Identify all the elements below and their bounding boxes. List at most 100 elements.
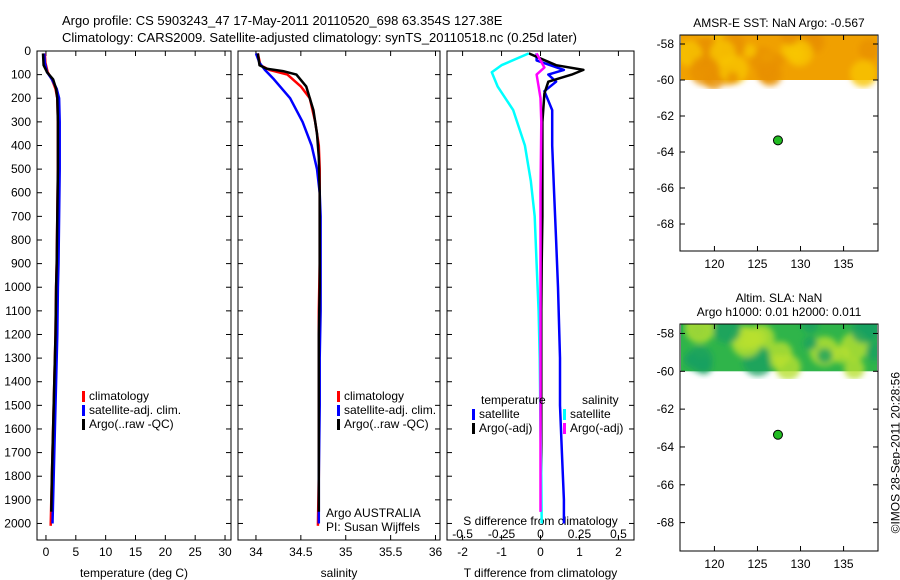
map-x-tick-label: 130 (791, 257, 811, 271)
top-tick-label: -0.25 (488, 527, 516, 541)
map-band-blob (850, 324, 877, 344)
map-x-tick-label: 120 (704, 557, 724, 571)
x-tick-label: 30 (218, 545, 232, 559)
y-tick-label: 1800 (4, 469, 31, 483)
map-y-tick-label: -62 (657, 109, 675, 123)
map-band-blob (709, 39, 736, 66)
legend-swatch (472, 409, 475, 420)
y-tick-label: 1700 (4, 446, 31, 460)
map-y-tick-label: -58 (657, 37, 675, 51)
float-position-marker (772, 429, 783, 440)
map-y-tick-label: -58 (657, 326, 675, 340)
x-tick-label: 5 (72, 545, 79, 559)
sst_map-panel: AMSR-E SST: NaN Argo: -0.567 120 125 130 135… (657, 16, 879, 271)
map-band-blob (780, 35, 800, 46)
legend-label: climatology (89, 389, 149, 403)
x-tick-label: -1 (496, 545, 507, 559)
y-tick-label: 1100 (5, 304, 31, 318)
series-line-salinity-argo-adj- (535, 52, 546, 512)
legend-label: Argo(-adj) (570, 421, 623, 435)
legend-group-title: salinity (582, 393, 619, 407)
y-tick-label: 800 (11, 233, 31, 247)
map-band-blob (683, 352, 698, 368)
x-axis-label: T difference from climatology (464, 566, 618, 580)
y-tick-label: 700 (11, 209, 31, 223)
x-tick-label: 34.5 (289, 545, 313, 559)
map-band-blob (789, 47, 803, 62)
salinity_profile-panel: 34 34.5 35 35.5 36 salinity climatologysatelli… (237, 50, 443, 580)
legend-label: climatology (344, 389, 404, 403)
x-tick-label: 2 (615, 545, 622, 559)
difference_profile-panel: -2 -1 0 1 2 T difference from climatology -0.5… (446, 50, 635, 580)
map-data-band (681, 35, 877, 89)
x-tick-label: 10 (99, 545, 113, 559)
map-band-blob (742, 43, 757, 58)
map-data-band (681, 324, 877, 379)
map-band-blob (689, 55, 720, 86)
y-tick-label: 2000 (4, 516, 31, 530)
header-line-2: Climatology: CARS2009. Satellite-adjuste… (62, 30, 577, 45)
y-tick-label: 400 (11, 138, 31, 152)
map-band-blob (684, 324, 716, 344)
y-tick-label: 1300 (4, 351, 31, 365)
x-tick-label: 35.5 (379, 545, 403, 559)
map-x-tick-label: 125 (747, 257, 767, 271)
x-tick-label: 0 (43, 545, 50, 559)
x-tick-label: -2 (457, 545, 468, 559)
map-band-blob (713, 324, 741, 344)
map-y-tick-label: -60 (657, 73, 675, 87)
legend-swatch (563, 423, 566, 434)
series-line-argo-raw-qc- (256, 53, 321, 512)
legend-swatch (563, 409, 566, 420)
map-title: Altim. SLA: NaN (736, 291, 823, 305)
series-line-argo-raw-qc- (41, 53, 60, 512)
map-band-blob (770, 354, 786, 370)
map-band-blob (758, 62, 783, 87)
legend-label: satellite (479, 407, 520, 421)
legend-swatch (82, 391, 85, 402)
legend-swatch (472, 423, 475, 434)
map-x-tick-label: 125 (747, 557, 767, 571)
x-tick-label: 36 (429, 545, 443, 559)
annotation-text: Argo AUSTRALIA (326, 506, 421, 520)
legend-label: Argo(..raw -QC) (344, 417, 429, 431)
x-tick-label: 35 (339, 545, 353, 559)
map-y-tick-label: -66 (657, 478, 675, 492)
map-band-blob (865, 341, 877, 362)
legend-group-title: temperature (481, 393, 546, 407)
y-tick-label: 1900 (4, 493, 31, 507)
top-tick-label: 0 (537, 527, 544, 541)
map-band-blob (817, 347, 833, 364)
top-tick-label: 0.25 (568, 527, 592, 541)
temperature_profile-panel: 0 5 10 15 20 25 30 temperature (deg C) 0 100 200 30… (4, 44, 232, 580)
map-y-tick-label: -64 (657, 440, 675, 454)
series-line-temperature-satellite (535, 53, 566, 524)
map-y-tick-label: -68 (657, 217, 675, 231)
legend-swatch (337, 391, 340, 402)
map-title: Argo h1000: 0.01 h2000: 0.011 (697, 305, 862, 319)
legend-swatch (337, 419, 340, 430)
map-x-tick-label: 135 (834, 557, 854, 571)
legend-label: satellite-adj. clim. (344, 403, 436, 417)
legend-label: Argo(-adj) (479, 421, 532, 435)
x-axis-label: salinity (321, 566, 358, 580)
top-tick-label: -0.5 (452, 527, 473, 541)
y-tick-label: 0 (24, 44, 31, 58)
map-band-blob (803, 336, 818, 351)
temperature_profile-frame (36, 50, 232, 541)
annotation-text: PI: Susan Wijffels (326, 520, 420, 534)
legend-label: satellite (570, 407, 611, 421)
y-tick-label: 1200 (4, 327, 31, 341)
map-band-blob (850, 60, 877, 88)
map-x-tick-label: 130 (791, 557, 811, 571)
map-band-blob (843, 358, 865, 379)
map-band-blob (832, 346, 851, 364)
legend-label: satellite-adj. clim. (89, 403, 181, 417)
map-band-blob (726, 71, 739, 85)
y-tick-label: 200 (11, 91, 31, 105)
map-y-tick-label: -60 (657, 364, 675, 378)
map-frame (679, 34, 879, 252)
x-tick-label: 1 (576, 545, 583, 559)
map-y-tick-label: -68 (657, 516, 675, 530)
x-tick-label: 15 (129, 545, 143, 559)
